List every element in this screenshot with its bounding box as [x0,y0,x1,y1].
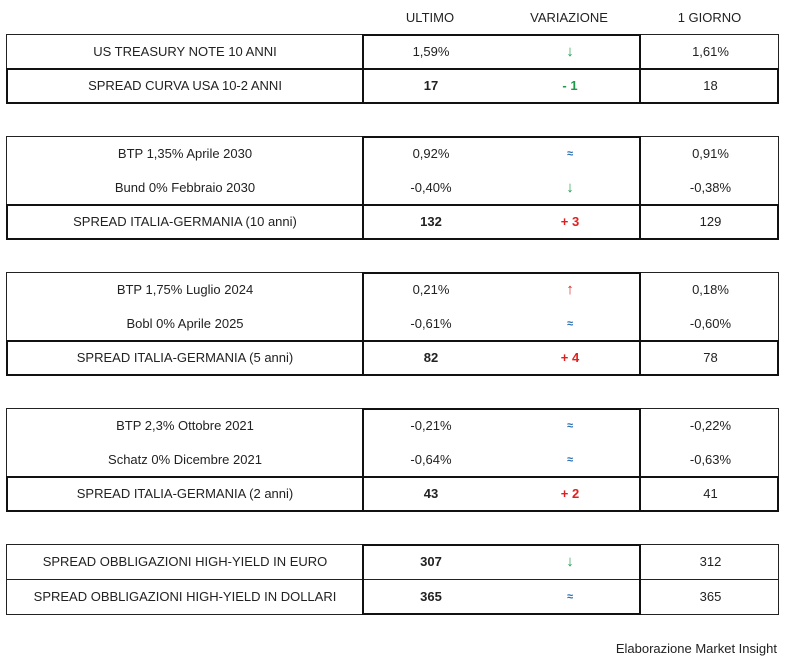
table-group: BTP 1,35% Aprile 2030 0,92% ≈0,91% Bund 0% … [6,136,779,240]
table-group: SPREAD OBBLIGAZIONI HIGH-YIELD IN EURO 30… [6,544,779,615]
ultimo-value: -0,61% [410,316,452,331]
ultimo-value: 43 [423,486,439,501]
ultimo-value: -0,40% [410,180,452,195]
arrow-down-icon: ↓ [566,179,574,196]
ultimo-value: 17 [423,78,439,93]
table-group: BTP 1,75% Luglio 2024 0,21% ↑ 0,18% Bobl 0% … [6,272,779,376]
giorno-value: 129 [699,214,722,229]
giorno-value: -0,63% [689,452,732,467]
giorno-value: -0,38% [689,180,732,195]
ultimo-value: 1,59% [412,44,450,59]
approx-equal-icon: ≈ [566,591,574,603]
approx-equal-icon: ≈ [566,148,574,160]
giorno-value: 78 [703,350,718,365]
row-label: Bobl 0% Aprile 2025 [126,316,244,331]
giorno-value: 312 [699,554,722,569]
row-label: US TREASURY NOTE 10 ANNI [93,44,277,59]
row-label: BTP 1,75% Luglio 2024 [116,282,254,297]
header-1-giorno: 1 GIORNO [677,10,742,25]
arrow-down-icon: ↓ [566,43,574,60]
spread-row: SPREAD ITALIA-GERMANIA (2 anni) 43 + 2 41 [6,476,779,512]
ultimo-value: -0,64% [410,452,452,467]
approx-equal-icon: ≈ [566,318,574,330]
giorno-value: 0,91% [692,146,729,161]
row-label: BTP 1,35% Aprile 2030 [117,146,253,161]
table-group: US TREASURY NOTE 10 ANNI 1,59% ↓ 1,61% SPREA… [6,34,779,104]
table-row: Bobl 0% Aprile 2025 -0,61% ≈ -0,60% [7,307,778,341]
table-row: SPREAD OBBLIGAZIONI HIGH-YIELD IN EURO 30… [7,545,778,579]
spread-row: SPREAD ITALIA-GERMANIA (10 anni) 132 + 3 12… [6,204,779,240]
header-variazione: VARIAZIONE [530,10,608,25]
ultimo-value: 0,92% [412,146,450,161]
row-label: SPREAD ITALIA-GERMANIA (10 anni) [73,214,297,229]
row-label: SPREAD ITALIA-GERMANIA (2 anni) [76,486,294,501]
giorno-value: 365 [699,589,722,604]
giorno-value: 1,61% [692,44,729,59]
ultimo-value: -0,21% [410,418,452,433]
table-row: Bund 0% Febbraio 2030 -0,40% ↓ -0,38% [7,171,778,205]
row-label: Schatz 0% Dicembre 2021 [108,452,262,467]
arrow-down-icon: ↓ [566,553,574,570]
spread-row: SPREAD ITALIA-GERMANIA (5 anni) 82 + 4 78 [6,340,779,376]
table-row: SPREAD OBBLIGAZIONI HIGH-YIELD IN DOLLAR… [7,579,778,614]
ultimo-value: 132 [420,214,442,229]
variazione-value: - 1 [562,78,578,93]
arrow-up-icon: ↑ [566,281,574,298]
giorno-value: 18 [703,78,718,93]
giorno-value: 41 [703,486,718,501]
table-row: BTP 1,75% Luglio 2024 0,21% ↑ 0,18% [7,273,778,307]
ultimo-value: 307 [420,554,442,569]
header-ultimo: ULTIMO [405,10,455,25]
approx-equal-icon: ≈ [566,420,574,432]
variazione-value: + 3 [560,214,580,229]
table-row: BTP 2,3% Ottobre 2021 -0,21% ≈ -0,22% [7,409,778,443]
table-row: Schatz 0% Dicembre 2021 -0,64% ≈ -0,63% [7,443,778,477]
row-label: SPREAD CURVA USA 10-2 ANNI [88,78,282,93]
spread-row: SPREAD CURVA USA 10-2 ANNI 17 - 1 18 [6,68,779,104]
row-label: SPREAD OBBLIGAZIONI HIGH-YIELD IN EURO [42,554,328,569]
table-row: BTP 1,35% Aprile 2030 0,92% ≈0,91% [7,137,778,171]
approx-equal-icon: ≈ [566,454,574,466]
table-row: US TREASURY NOTE 10 ANNI 1,59% ↓ 1,61% [7,35,778,69]
row-label: BTP 2,3% Ottobre 2021 [116,418,254,433]
row-label: SPREAD OBBLIGAZIONI HIGH-YIELD IN DOLLAR… [33,589,337,604]
giorno-value: -0,22% [689,418,732,433]
source-footer: Elaborazione Market Insight [615,641,777,656]
variazione-value: + 4 [560,350,580,365]
giorno-value: -0,60% [689,316,732,331]
table-group: BTP 2,3% Ottobre 2021 -0,21% ≈ -0,22% Schatz… [6,408,779,512]
variazione-value: + 2 [560,486,580,501]
row-label: SPREAD ITALIA-GERMANIA (5 anni) [76,350,294,365]
ultimo-value: 365 [420,589,442,604]
giorno-value: 0,18% [692,282,729,297]
ultimo-value: 0,21% [412,282,450,297]
ultimo-value: 82 [423,350,439,365]
row-label: Bund 0% Febbraio 2030 [114,180,256,195]
